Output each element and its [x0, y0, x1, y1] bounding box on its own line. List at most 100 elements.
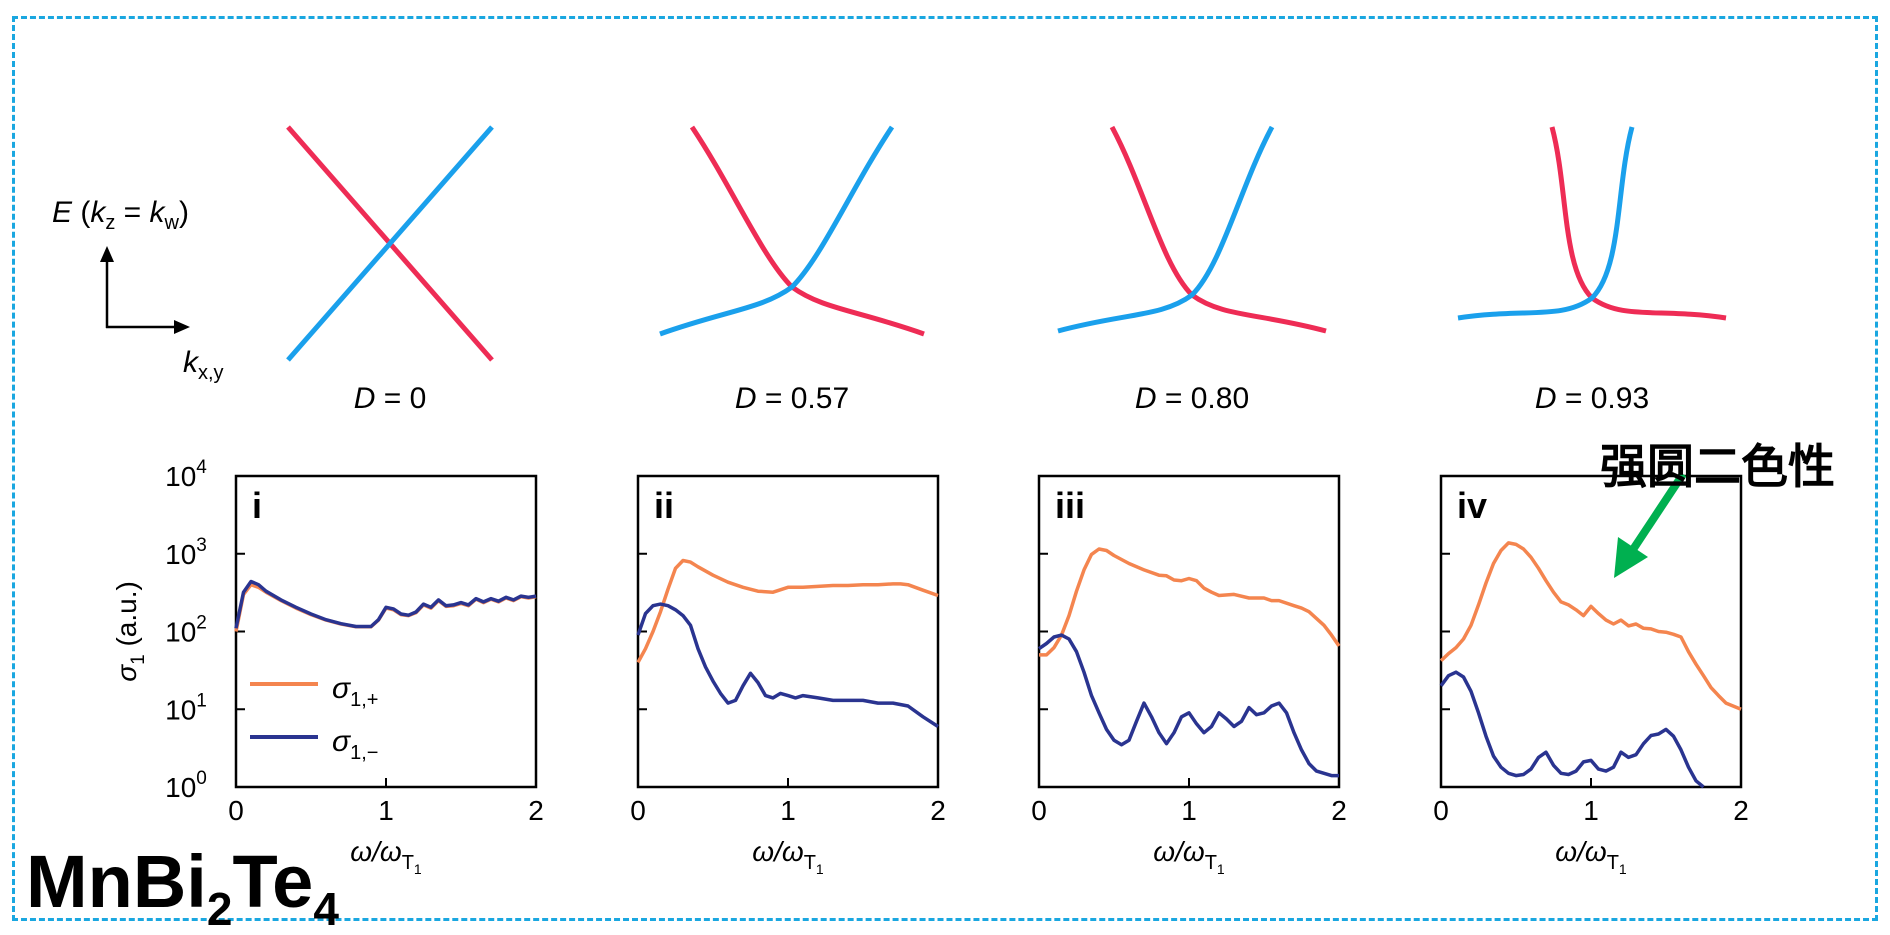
y-tick-base: 10 [165, 617, 196, 648]
y-tick-label: 104 [165, 457, 207, 492]
d-symbol: D [1135, 382, 1157, 415]
y-axis-label-sub: 1 [128, 654, 149, 665]
energy-axis-arrowhead [100, 246, 114, 262]
x-tick-label: 1 [780, 795, 796, 826]
y-tick-label: 101 [165, 690, 207, 725]
d-value-label: D = 0.57 [735, 382, 849, 415]
red-band [1109, 125, 1327, 334]
x-axis-label-omega: ω/ω [350, 836, 401, 867]
x-axis-label-subsub: 1 [1619, 861, 1627, 877]
x-axis-label-subsub: 1 [816, 861, 824, 877]
x-axis-label-sub: T [1607, 852, 1619, 874]
legend-label-minus: σ1,− [332, 725, 378, 764]
x-axis-label: ω/ωT1 [350, 836, 422, 877]
band-panel-4: D = 0.93 [1457, 126, 1727, 415]
red-band [689, 125, 925, 337]
x-tick-label: 2 [1733, 795, 1749, 826]
y-tick-exp: 4 [196, 457, 207, 478]
x-tick-label: 2 [1331, 795, 1347, 826]
x-tick-label: 2 [528, 795, 544, 826]
blue-band [1057, 125, 1275, 334]
d-number: = 0.57 [757, 382, 850, 415]
d-number: = 0.93 [1557, 382, 1650, 415]
y-tick-exp: 0 [196, 768, 207, 789]
y-tick-base: 10 [165, 461, 196, 492]
arrow-head [1614, 537, 1648, 578]
blue-band [286, 125, 494, 362]
x-tick-label: 1 [1583, 795, 1599, 826]
x-tick-label: 0 [228, 795, 244, 826]
energy-axis-label: E (kz = kw) [52, 196, 189, 234]
x-tick-label: 2 [930, 795, 946, 826]
d-value-label: D = 0.80 [1135, 382, 1249, 415]
red-band [1549, 126, 1727, 321]
dashed-frame [12, 16, 1878, 921]
legend: σ1,+ σ1,− [250, 672, 378, 764]
series-sigma-plus [1439, 541, 1742, 711]
d-symbol: D [735, 382, 757, 415]
plot-frame [234, 474, 538, 789]
x-tick-label: 0 [1433, 795, 1449, 826]
d-number: = 0.80 [1157, 382, 1250, 415]
d-value-label: D = 0.93 [1535, 382, 1649, 415]
series-sigma-plus [1039, 547, 1341, 657]
d-value-label: D = 0 [354, 382, 427, 415]
k-axis-arrowhead [174, 320, 190, 334]
x-tick-label: 1 [378, 795, 394, 826]
series-sigma-minus [1038, 633, 1339, 778]
y-tick-exp: 1 [196, 690, 207, 711]
band-panel-2: D = 0.57 [659, 125, 925, 415]
d-number: = 0 [375, 382, 426, 415]
annotation-arrow [1614, 471, 1687, 578]
x-axis-label: ω/ωT1 [752, 836, 824, 877]
x-axis-label-omega: ω/ω [1153, 836, 1204, 867]
x-axis-label-omega: ω/ω [752, 836, 803, 867]
panel-label: ii [654, 485, 674, 526]
series-sigma-minus [636, 602, 939, 728]
y-tick-base: 10 [165, 772, 196, 803]
series-sigma-minus [234, 579, 537, 629]
arrow-shaft [1630, 471, 1687, 551]
x-axis-label-sub: T [402, 852, 414, 874]
x-axis-label: ω/ωT1 [1153, 836, 1225, 877]
k-axis-label: kx,y [183, 346, 224, 384]
x-axis-label-sub: T [804, 852, 816, 874]
x-axis-label-omega: ω/ω [1555, 836, 1606, 867]
y-tick-label: 102 [165, 613, 207, 648]
x-tick-label: 1 [1181, 795, 1197, 826]
x-axis-label: ω/ωT1 [1555, 836, 1627, 877]
y-tick-exp: 3 [196, 535, 207, 556]
band-panel-3: D = 0.80 [1057, 125, 1327, 415]
d-symbol: D [1535, 382, 1557, 415]
y-tick-label: 103 [165, 535, 207, 570]
legend-label-plus: σ1,+ [332, 672, 378, 711]
y-axis-label-unit: (a.u.) [111, 581, 142, 654]
plot-frame [636, 474, 940, 789]
series-sigma-minus [1439, 670, 1705, 789]
x-tick-label: 0 [1031, 795, 1047, 826]
x-axis-label-subsub: 1 [1217, 861, 1225, 877]
y-tick-base: 10 [165, 694, 196, 725]
d-symbol: D [354, 382, 376, 415]
y-tick-label: 100 [165, 768, 207, 803]
blue-band [1457, 126, 1635, 321]
y-tick-exp: 2 [196, 613, 207, 634]
strong-circular-dichroism-label: 强圆二色性 [1600, 440, 1835, 495]
x-axis-label-sub: T [1205, 852, 1217, 874]
y-axis-label-sigma: σ [111, 664, 142, 682]
panel-label: iii [1055, 485, 1085, 526]
panel-label: i [252, 485, 262, 526]
blue-band [659, 125, 895, 337]
y-tick-base: 10 [165, 539, 196, 570]
x-tick-label: 0 [630, 795, 646, 826]
series-sigma-plus [636, 558, 939, 664]
panel-label: iv [1457, 485, 1487, 526]
material-formula: MnBi2Te4 [26, 840, 339, 935]
schematic-axes: E (kz = kw) kx,y [52, 196, 224, 384]
